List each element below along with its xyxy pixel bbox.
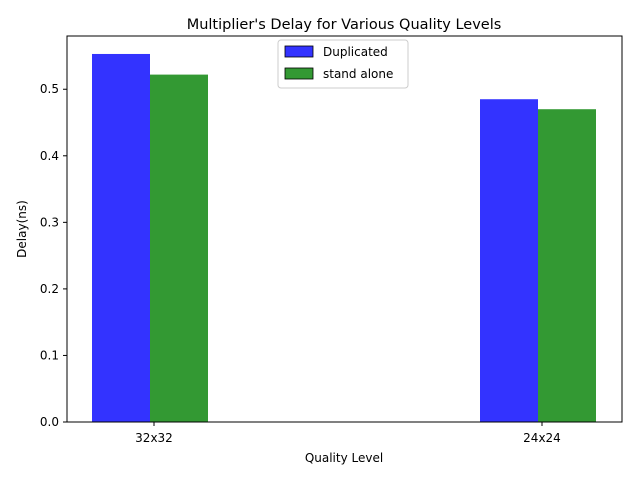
- y-axis: 0.0 0.1 0.2 0.3 0.4 0.5: [40, 82, 67, 429]
- y-tick-label: 0.5: [40, 82, 59, 96]
- y-tick-label: 0.0: [40, 415, 59, 429]
- bars-group: [92, 53, 596, 423]
- y-tick-label: 0.2: [40, 282, 59, 296]
- x-axis-label: Quality Level: [305, 451, 383, 465]
- legend-swatch: [284, 45, 314, 58]
- y-tick-label: 0.4: [40, 149, 59, 163]
- bar-duplicated-32x32: [92, 53, 150, 422]
- legend-swatch: [284, 67, 314, 80]
- legend-label: stand alone: [323, 67, 393, 81]
- bar-duplicated-24x24: [480, 99, 538, 423]
- legend: Duplicated stand alone: [277, 39, 409, 89]
- legend-label: Duplicated: [323, 45, 388, 59]
- y-axis-label: Delay(ns): [15, 200, 29, 258]
- bar-stand-alone-32x32: [150, 74, 208, 422]
- x-tick-label: 24x24: [523, 431, 561, 445]
- bar-stand-alone-24x24: [538, 109, 596, 422]
- y-tick-label: 0.1: [40, 348, 59, 362]
- x-axis: 32x32 24x24: [135, 422, 561, 445]
- plot-frame: [66, 35, 623, 423]
- chart-title: Multiplier's Delay for Various Quality L…: [187, 17, 502, 33]
- y-tick-label: 0.3: [40, 215, 59, 229]
- x-tick-label: 32x32: [135, 431, 173, 445]
